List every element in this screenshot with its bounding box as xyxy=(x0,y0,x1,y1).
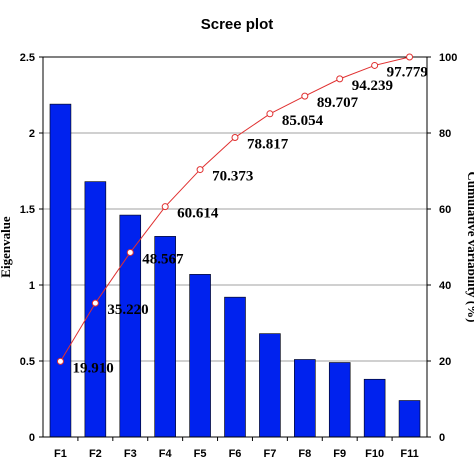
bar xyxy=(363,378,386,438)
data-label: 94.239 xyxy=(352,78,393,94)
y2-axis-label: Cumulative variability (%) xyxy=(465,172,474,323)
data-label: 97.779 xyxy=(387,64,428,80)
x-tick-label: F2 xyxy=(89,448,102,460)
data-label: 48.567 xyxy=(142,251,184,267)
x-tick-label: F1 xyxy=(54,448,67,460)
y2-tick-label: 60 xyxy=(439,204,451,216)
line-point xyxy=(126,248,134,256)
data-label: 70.373 xyxy=(212,169,253,185)
line-point xyxy=(266,110,274,118)
x-tick-label: F11 xyxy=(400,448,418,460)
bar xyxy=(224,296,246,438)
x-tick-label: F8 xyxy=(298,448,311,460)
y-tick-label: 0.5 xyxy=(20,356,35,368)
x-tick-label: F5 xyxy=(194,448,207,460)
data-label: 35.220 xyxy=(107,302,148,318)
line-point xyxy=(91,299,99,307)
bar xyxy=(294,359,316,438)
x-tick-label: F9 xyxy=(333,448,346,460)
plot-frame xyxy=(42,56,428,438)
bar xyxy=(49,103,72,438)
y2-tick-label: 80 xyxy=(439,128,451,140)
line-point xyxy=(196,166,204,174)
y2-tick-label: 20 xyxy=(439,356,451,368)
x-tick-label: F3 xyxy=(124,448,137,460)
line-point xyxy=(406,53,414,61)
y-tick-label: 2 xyxy=(29,128,35,140)
y2-tick-label: 0 xyxy=(439,432,445,444)
data-label: 85.054 xyxy=(282,113,324,129)
cumulative-line-series xyxy=(56,53,414,365)
x-axis-ticks: F1 F2 F3 F4 F5 F6 F7 F8 F9 F10 F11 xyxy=(54,437,419,460)
data-label: 78.817 xyxy=(247,136,289,152)
x-tick-label: F6 xyxy=(229,448,242,460)
x-tick-label: F10 xyxy=(365,448,384,460)
data-label: 89.707 xyxy=(317,95,359,111)
left-axis-ticks: 0 0.5 1 1.5 2 2.5 xyxy=(20,52,43,444)
bar xyxy=(259,333,281,438)
bar xyxy=(328,362,351,438)
line-point xyxy=(301,92,309,100)
data-label: 60.614 xyxy=(177,206,219,222)
bar xyxy=(189,274,211,438)
chart-title: Scree plot xyxy=(201,16,274,33)
bar xyxy=(398,400,421,438)
data-label: 19.910 xyxy=(72,360,113,376)
x-tick-label: F7 xyxy=(263,448,276,460)
cumulative-data-labels: 19.910 35.220 48.567 60.614 70.373 78.817 85.0… xyxy=(72,64,427,376)
y-tick-label: 1.5 xyxy=(20,204,35,216)
y-tick-label: 2.5 xyxy=(20,52,35,64)
y-axis-label: Eigenvalue xyxy=(0,216,13,278)
y2-tick-label: 100 xyxy=(439,52,457,64)
right-axis-ticks: 0 20 40 60 80 100 xyxy=(427,52,457,444)
x-tick-label: F4 xyxy=(159,448,173,460)
line-point xyxy=(231,133,239,141)
y2-tick-label: 40 xyxy=(439,280,451,292)
bar xyxy=(119,214,142,438)
line-point xyxy=(336,75,344,83)
y-tick-label: 0 xyxy=(29,432,35,444)
y-tick-label: 1 xyxy=(29,280,35,292)
line-point xyxy=(161,203,169,211)
line-point xyxy=(371,61,379,69)
bar-series xyxy=(49,103,421,438)
line-point xyxy=(56,357,64,365)
bar xyxy=(84,181,107,438)
